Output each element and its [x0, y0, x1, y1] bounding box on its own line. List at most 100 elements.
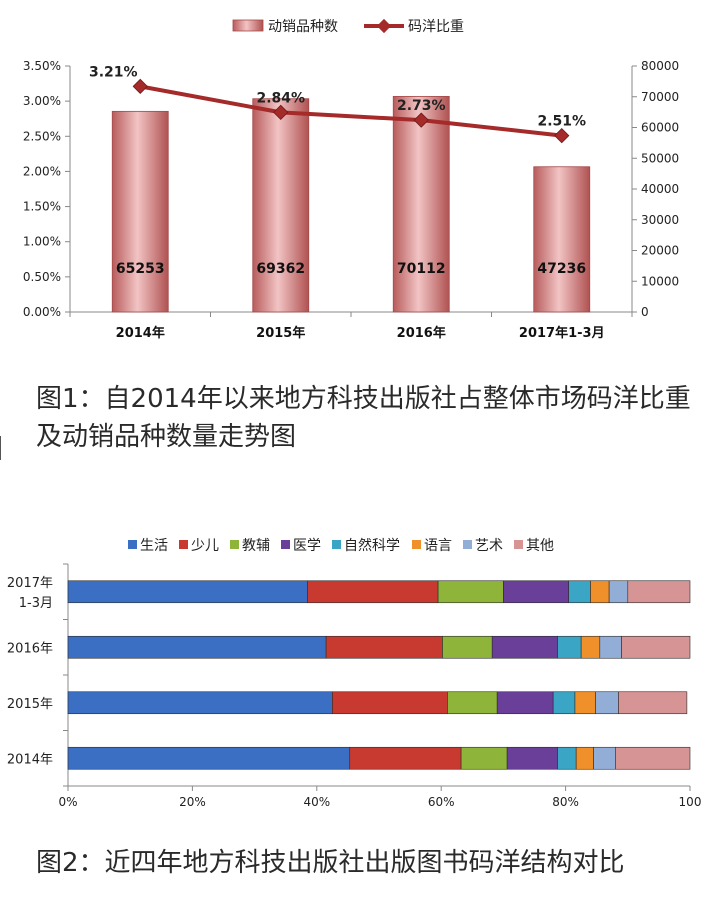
right-tick-label: 30000 [641, 213, 679, 227]
segment-0-1 [307, 580, 439, 604]
category-label: 2014年 [116, 325, 165, 341]
left-tick-label: 2.00% [23, 164, 61, 178]
segment-0-5 [590, 580, 610, 604]
segment-2-2 [447, 691, 498, 715]
segment-2-1 [332, 691, 448, 715]
left-tick-label: 2.50% [23, 129, 61, 143]
segment-0-3 [503, 580, 570, 604]
line-series-path [139, 84, 562, 138]
legend-label: 语言 [424, 538, 452, 554]
segment-1-4 [557, 635, 582, 659]
x-tick-label: 20% [179, 795, 206, 809]
segment-3-6 [593, 746, 616, 770]
figure1-combo-chart: 0.00% 0.50% 1.00% 1.50% 2.00% 2.50% 3.00% 3.50%… [23, 18, 679, 341]
legend-label: 少儿 [191, 538, 219, 554]
right-tick-label: 60000 [641, 121, 679, 135]
legend-label: 医学 [293, 538, 321, 554]
bar-value-label: 65253 [116, 261, 165, 277]
segment-2-4 [552, 691, 576, 715]
bar-value-label: 69362 [256, 261, 305, 277]
category-label: 2017年 [7, 576, 53, 591]
segment-1-3 [491, 635, 558, 659]
figure2-caption: 图2：近四年地方科技出版社出版图书码洋结构对比 [36, 848, 625, 878]
segment-0-2 [437, 580, 504, 604]
line-point-0 [132, 78, 148, 95]
bar-value-label: 70112 [397, 261, 446, 277]
line-value-label: 2.84% [256, 90, 305, 106]
right-tick-label: 0 [641, 305, 649, 319]
segment-3-0 [67, 746, 351, 770]
legend-swatch-2 [230, 540, 239, 549]
legend-label: 码洋比重 [408, 19, 464, 35]
segment-0-0 [67, 580, 308, 604]
left-tick-label: 0.50% [23, 270, 61, 284]
left-tick-label: 1.50% [23, 200, 61, 214]
segment-1-5 [580, 635, 601, 659]
legend-swatch-0 [128, 540, 137, 549]
segment-2-3 [496, 691, 554, 715]
segment-2-6 [595, 691, 619, 715]
legend-label: 艺术 [475, 538, 503, 554]
right-tick-label: 50000 [641, 151, 679, 165]
right-tick-label: 70000 [641, 90, 679, 104]
legend-label: 自然科学 [344, 537, 400, 554]
category-label: 2015年 [256, 325, 305, 341]
category-label: 1-3月 [19, 596, 53, 611]
legend-swatch-5 [412, 540, 421, 549]
segment-3-7 [615, 746, 691, 770]
right-tick-label: 40000 [641, 182, 679, 196]
legend-swatch-3 [281, 540, 290, 549]
x-tick-label: 0% [58, 795, 77, 809]
legend-label: 教辅 [242, 538, 270, 554]
segment-2-5 [574, 691, 596, 715]
segment-1-0 [67, 635, 327, 659]
segment-0-4 [568, 580, 591, 604]
segment-2-0 [67, 691, 333, 715]
segment-3-5 [575, 746, 594, 770]
segment-0-6 [608, 580, 629, 604]
category-label: 2016年 [7, 641, 53, 656]
x-tick-label: 60% [428, 795, 455, 809]
x-tick-label: 40% [303, 795, 330, 809]
segment-0-7 [627, 580, 691, 604]
line-point-1 [273, 104, 289, 121]
line-point-3 [554, 127, 570, 144]
legend-swatch-1 [179, 540, 188, 549]
bar-1 [252, 98, 310, 313]
left-tick-label: 1.00% [23, 235, 61, 249]
legend-label: 动销品种数 [268, 19, 338, 35]
segment-3-3 [506, 746, 558, 770]
segment-1-7 [621, 635, 691, 659]
left-tick-label: 3.50% [23, 59, 61, 73]
segment-3-1 [349, 746, 462, 770]
legend-swatch-4 [332, 540, 341, 549]
page-edge-mark [0, 436, 7, 460]
segment-1-1 [325, 635, 443, 659]
category-label: 2015年 [7, 697, 53, 712]
left-tick-label: 0.00% [23, 305, 61, 319]
segment-3-2 [460, 746, 508, 770]
right-tick-label: 10000 [641, 274, 679, 288]
category-label: 2014年 [7, 752, 53, 767]
legend-marker [376, 18, 392, 34]
segment-1-6 [599, 635, 622, 659]
line-value-label: 3.21% [89, 64, 138, 80]
legend-label: 其他 [526, 538, 554, 554]
bar-2 [392, 96, 450, 313]
legend-swatch-7 [514, 540, 523, 549]
x-tick-label: 80% [552, 795, 579, 809]
segment-3-4 [557, 746, 577, 770]
segment-2-7 [618, 691, 688, 715]
legend-swatch-bar [232, 19, 264, 32]
legend-label: 生活 [140, 538, 168, 554]
left-tick-label: 3.00% [23, 94, 61, 108]
bar-0 [111, 110, 169, 313]
figure2-stacked-bar-chart: 生活 少儿 教辅 医学 自然科学 语言 艺术 其他 0% 20% 40% 60% 80% 100 2017年… [7, 537, 702, 809]
segment-1-2 [442, 635, 493, 659]
category-label: 2016年 [397, 325, 446, 341]
line-value-label: 2.51% [537, 114, 586, 130]
line-value-label: 2.73% [397, 98, 446, 114]
category-label: 2017年1-3月 [519, 325, 605, 341]
right-tick-label: 80000 [641, 59, 679, 73]
figure1-caption: 图1：自2014年以来地方科技出版社占整体市场码洋比重及动销品种数量走势图 [36, 384, 691, 452]
